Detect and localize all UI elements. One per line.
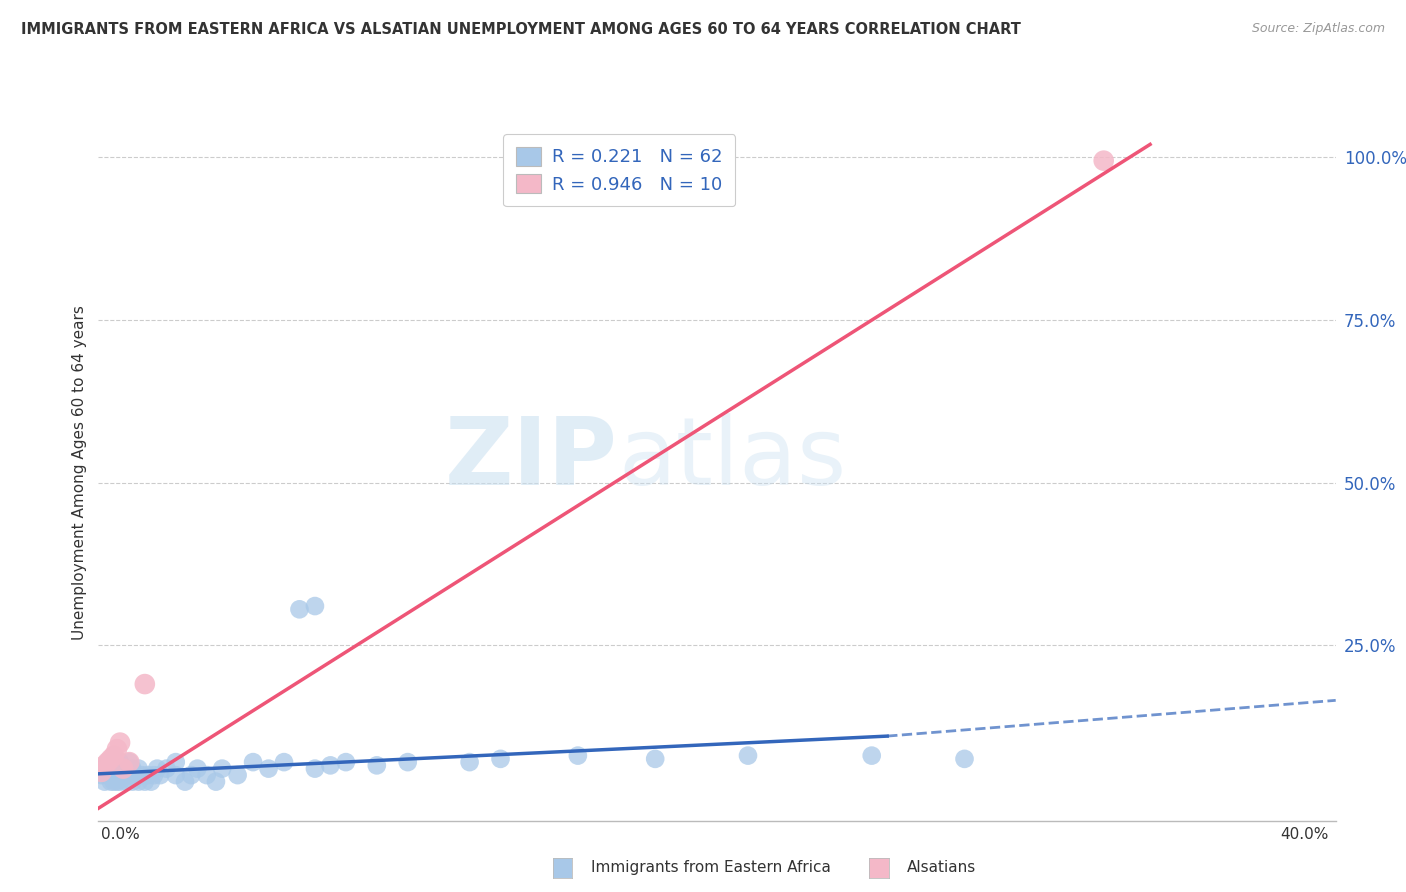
Point: [103, 748, 125, 763]
Point: [105, 762, 128, 776]
Point: [100, 768, 122, 782]
Point: [458, 755, 481, 769]
Point: [90, 768, 112, 782]
Point: [93, 762, 115, 776]
Point: [121, 774, 143, 789]
Point: [180, 768, 202, 782]
Text: atlas: atlas: [619, 413, 846, 505]
Point: [273, 755, 295, 769]
Point: [108, 774, 131, 789]
Point: [304, 599, 326, 613]
Point: [115, 774, 138, 789]
Point: [136, 768, 159, 782]
Text: 40.0%: 40.0%: [1281, 827, 1329, 841]
Y-axis label: Unemployment Among Ages 60 to 64 years: Unemployment Among Ages 60 to 64 years: [72, 305, 87, 640]
Point: [288, 602, 311, 616]
Point: [226, 768, 249, 782]
Point: [100, 752, 122, 766]
Point: [242, 755, 264, 769]
Point: [134, 677, 156, 691]
Point: [1092, 153, 1115, 168]
Point: [100, 755, 122, 769]
Point: [118, 755, 141, 769]
Point: [860, 748, 883, 763]
Point: [131, 768, 153, 782]
Point: [100, 774, 122, 789]
Text: Source: ZipAtlas.com: Source: ZipAtlas.com: [1251, 22, 1385, 36]
Point: [105, 742, 128, 756]
Point: [644, 752, 666, 766]
Legend: R = 0.221   N = 62, R = 0.946   N = 10: R = 0.221 N = 62, R = 0.946 N = 10: [503, 134, 735, 206]
Point: [121, 762, 143, 776]
Point: [319, 758, 342, 772]
Point: [257, 762, 280, 776]
Text: Alsatians: Alsatians: [907, 860, 976, 874]
Point: [143, 768, 166, 782]
Point: [195, 768, 218, 782]
Point: [105, 774, 128, 789]
Text: ZIP: ZIP: [446, 413, 619, 505]
Point: [97, 755, 120, 769]
Point: [124, 768, 146, 782]
Point: [186, 762, 208, 776]
Point: [396, 755, 419, 769]
Point: [103, 748, 125, 763]
Text: 0.0%: 0.0%: [101, 827, 141, 841]
Point: [205, 774, 228, 789]
Text: Immigrants from Eastern Africa: Immigrants from Eastern Africa: [591, 860, 831, 874]
Point: [112, 768, 135, 782]
Point: [97, 755, 120, 769]
Point: [128, 774, 150, 789]
Point: [165, 755, 187, 769]
Point: [737, 748, 759, 763]
Point: [366, 758, 388, 772]
Point: [97, 768, 120, 782]
Point: [146, 762, 169, 776]
Point: [211, 762, 233, 776]
Point: [103, 762, 125, 776]
Point: [97, 762, 120, 776]
Point: [103, 768, 125, 782]
Point: [90, 764, 112, 779]
Point: [112, 762, 135, 776]
Point: [93, 774, 115, 789]
Point: [953, 752, 976, 766]
Point: [139, 774, 162, 789]
Point: [105, 768, 128, 782]
Point: [118, 768, 141, 782]
Point: [108, 736, 131, 750]
Point: [304, 762, 326, 776]
Point: [174, 774, 197, 789]
Point: [108, 755, 131, 769]
Point: [134, 774, 156, 789]
Point: [489, 752, 512, 766]
Point: [165, 768, 187, 782]
Point: [93, 758, 115, 772]
Point: [149, 768, 172, 782]
Point: [103, 774, 125, 789]
Point: [335, 755, 357, 769]
Point: [128, 762, 150, 776]
Text: IMMIGRANTS FROM EASTERN AFRICA VS ALSATIAN UNEMPLOYMENT AMONG AGES 60 TO 64 YEAR: IMMIGRANTS FROM EASTERN AFRICA VS ALSATI…: [21, 22, 1021, 37]
Point: [155, 762, 177, 776]
Point: [567, 748, 589, 763]
Point: [108, 768, 131, 782]
Point: [112, 762, 135, 776]
Point: [115, 762, 138, 776]
Point: [118, 755, 141, 769]
